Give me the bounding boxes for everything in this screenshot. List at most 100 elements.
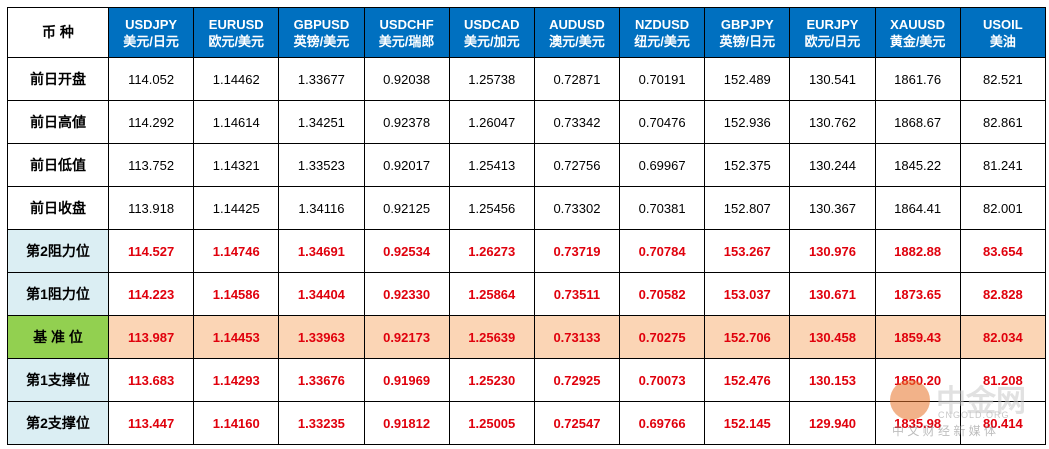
value-cell: 1.14453 bbox=[193, 315, 280, 359]
value-cell: 1864.41 bbox=[874, 186, 961, 230]
value-cell: 1.33963 bbox=[278, 315, 365, 359]
value-cell: 1.14293 bbox=[193, 358, 280, 402]
value-cell: 0.70381 bbox=[619, 186, 706, 230]
header-cell: NZDUSD 纽元/美元 bbox=[619, 7, 706, 58]
value-cell: 1.25738 bbox=[448, 57, 535, 101]
watermark-logo bbox=[890, 380, 930, 420]
value-cell: 130.367 bbox=[789, 186, 876, 230]
value-cell: 1.14614 bbox=[193, 100, 280, 144]
value-cell: 113.918 bbox=[107, 186, 195, 230]
value-cell: 0.92038 bbox=[363, 57, 450, 101]
value-cell: 1.25864 bbox=[448, 272, 535, 316]
currency-code: USDJPY bbox=[125, 16, 178, 32]
value-cell: 0.92017 bbox=[363, 143, 450, 187]
table-row: 第1支撑位 113.683 1.14293 1.33676 0.91969 1.25230… bbox=[7, 358, 1047, 402]
header-cell: EURUSD 欧元/美元 bbox=[193, 7, 280, 58]
value-cell: 1861.76 bbox=[874, 57, 961, 101]
value-cell: 0.73719 bbox=[533, 229, 621, 273]
value-cell: 1.26047 bbox=[448, 100, 535, 144]
value-cell: 153.037 bbox=[704, 272, 791, 316]
value-cell: 0.92125 bbox=[363, 186, 450, 230]
value-cell: 0.72871 bbox=[533, 57, 621, 101]
table-row: 前日高値 114.292 1.14614 1.34251 0.92378 1.26047 0… bbox=[7, 100, 1047, 144]
value-cell: 1.14462 bbox=[193, 57, 280, 101]
currency-unit: 澳元/美元 bbox=[549, 33, 605, 49]
value-cell: 1.34691 bbox=[278, 229, 365, 273]
value-cell: 0.69766 bbox=[619, 401, 706, 445]
value-cell: 0.70582 bbox=[619, 272, 706, 316]
value-cell: 152.145 bbox=[704, 401, 791, 445]
row-label: 第2阻力位 bbox=[7, 229, 109, 273]
currency-unit: 欧元/美元 bbox=[208, 33, 265, 49]
value-cell: 152.375 bbox=[704, 143, 791, 187]
value-cell: 82.861 bbox=[959, 100, 1047, 144]
value-cell: 114.527 bbox=[107, 229, 195, 273]
value-cell: 82.001 bbox=[959, 186, 1047, 230]
currency-code: USOIL bbox=[982, 16, 1023, 32]
value-cell: 114.292 bbox=[107, 100, 195, 144]
value-cell: 1.14321 bbox=[193, 143, 280, 187]
header-cell: XAUUSD 黄金/美元 bbox=[874, 7, 961, 58]
value-cell: 152.807 bbox=[704, 186, 791, 230]
value-cell: 82.521 bbox=[959, 57, 1047, 101]
value-cell: 130.244 bbox=[789, 143, 876, 187]
value-cell: 152.706 bbox=[704, 315, 791, 359]
currency-unit: 美油 bbox=[989, 33, 1016, 49]
value-cell: 130.762 bbox=[789, 100, 876, 144]
currency-code: NZDUSD bbox=[635, 16, 690, 32]
value-cell: 114.223 bbox=[107, 272, 195, 316]
value-cell: 1.25413 bbox=[448, 143, 535, 187]
value-cell: 113.987 bbox=[107, 315, 195, 359]
value-cell: 0.70275 bbox=[619, 315, 706, 359]
value-cell: 82.828 bbox=[959, 272, 1047, 316]
value-cell: 1.33677 bbox=[278, 57, 365, 101]
row-label: 第2支撑位 bbox=[7, 401, 109, 445]
value-cell: 83.654 bbox=[959, 229, 1047, 273]
value-cell: 1.34404 bbox=[278, 272, 365, 316]
value-cell: 0.72756 bbox=[533, 143, 621, 187]
value-cell: 81.241 bbox=[959, 143, 1047, 187]
table-row: 第2支撑位 113.447 1.14160 1.33235 0.91812 1.25005… bbox=[7, 401, 1047, 445]
value-cell: 0.73342 bbox=[533, 100, 621, 144]
value-cell: 1.14160 bbox=[193, 401, 280, 445]
currency-unit: 美元/瑞郎 bbox=[378, 33, 435, 49]
value-cell: 130.458 bbox=[789, 315, 876, 359]
value-cell: 1.14425 bbox=[193, 186, 280, 230]
header-label: 币 种 bbox=[7, 7, 109, 58]
value-cell: 130.153 bbox=[789, 358, 876, 402]
value-cell: 1.25456 bbox=[448, 186, 535, 230]
value-cell: 81.208 bbox=[959, 358, 1047, 402]
header-cell: GBPJPY 英镑/日元 bbox=[704, 7, 791, 58]
value-cell: 0.73511 bbox=[533, 272, 621, 316]
value-cell: 1.34116 bbox=[278, 186, 365, 230]
currency-code: GBPUSD bbox=[293, 16, 350, 32]
table-body: 前日开盘 114.052 1.14462 1.33677 0.92038 1.25738 0… bbox=[7, 57, 1047, 445]
value-cell: 0.69967 bbox=[619, 143, 706, 187]
row-label: 前日开盘 bbox=[7, 57, 109, 101]
value-cell: 152.936 bbox=[704, 100, 791, 144]
row-label: 前日低值 bbox=[7, 143, 109, 187]
currency-code: EURUSD bbox=[208, 16, 264, 32]
currency-unit: 英镑/日元 bbox=[719, 33, 776, 49]
quote-table: 币 种 USDJPY 美元/日元 EURUSD 欧元/美元 GBPUSD 英镑/美元 USD… bbox=[7, 7, 1047, 445]
value-cell: 130.541 bbox=[789, 57, 876, 101]
header-cell: EURJPY 欧元/日元 bbox=[789, 7, 876, 58]
value-cell: 1.33523 bbox=[278, 143, 365, 187]
value-cell: 1.33235 bbox=[278, 401, 365, 445]
currency-code: GBPJPY bbox=[720, 16, 774, 32]
value-cell: 1.25230 bbox=[448, 358, 535, 402]
watermark-brand: 中金网 bbox=[936, 385, 1026, 418]
value-cell: 1.25639 bbox=[448, 315, 535, 359]
row-label: 第1支撑位 bbox=[7, 358, 109, 402]
value-cell: 1882.88 bbox=[874, 229, 961, 273]
currency-unit: 美元/日元 bbox=[123, 33, 179, 49]
currency-code: USDCHF bbox=[379, 16, 434, 32]
header-row: 币 种 USDJPY 美元/日元 EURUSD 欧元/美元 GBPUSD 英镑/美元 USD… bbox=[7, 7, 1047, 58]
header-cell: USDJPY 美元/日元 bbox=[107, 7, 195, 58]
value-cell: 0.73302 bbox=[533, 186, 621, 230]
value-cell: 114.052 bbox=[107, 57, 195, 101]
value-cell: 0.72547 bbox=[533, 401, 621, 445]
value-cell: 130.671 bbox=[789, 272, 876, 316]
watermark-slogan: 中 文 财 经 新 媒 体 bbox=[892, 424, 997, 438]
value-cell: 0.72925 bbox=[533, 358, 621, 402]
